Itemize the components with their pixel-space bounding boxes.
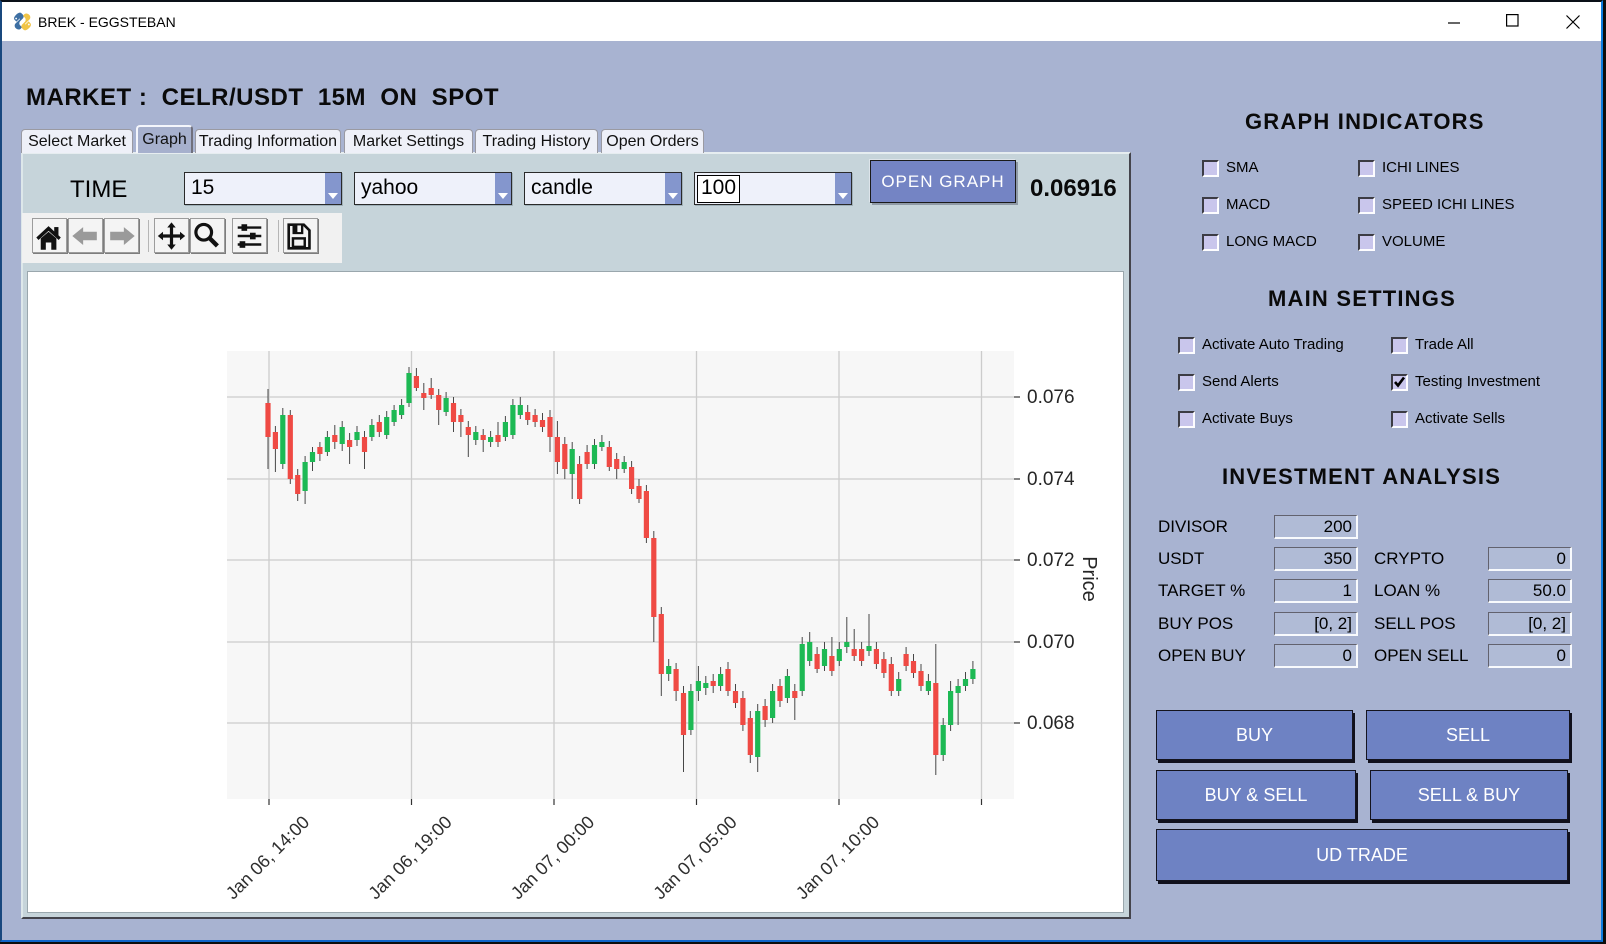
svg-text:0.074: 0.074 (1027, 469, 1075, 490)
svg-text:Price: Price (1078, 556, 1100, 602)
svg-text:Jan 07, 00:00: Jan 07, 00:00 (507, 812, 598, 903)
svg-text:0.068: 0.068 (1027, 713, 1075, 734)
svg-text:Jan 07, 05:00: Jan 07, 05:00 (649, 812, 740, 903)
svg-text:Jan 07, 10:00: Jan 07, 10:00 (792, 812, 883, 903)
svg-text:0.070: 0.070 (1027, 632, 1075, 653)
svg-text:Jan 06, 19:00: Jan 06, 19:00 (364, 812, 455, 903)
svg-text:Jan 06, 14:00: Jan 06, 14:00 (222, 812, 313, 903)
svg-text:0.072: 0.072 (1027, 550, 1075, 571)
svg-text:0.076: 0.076 (1027, 387, 1075, 408)
